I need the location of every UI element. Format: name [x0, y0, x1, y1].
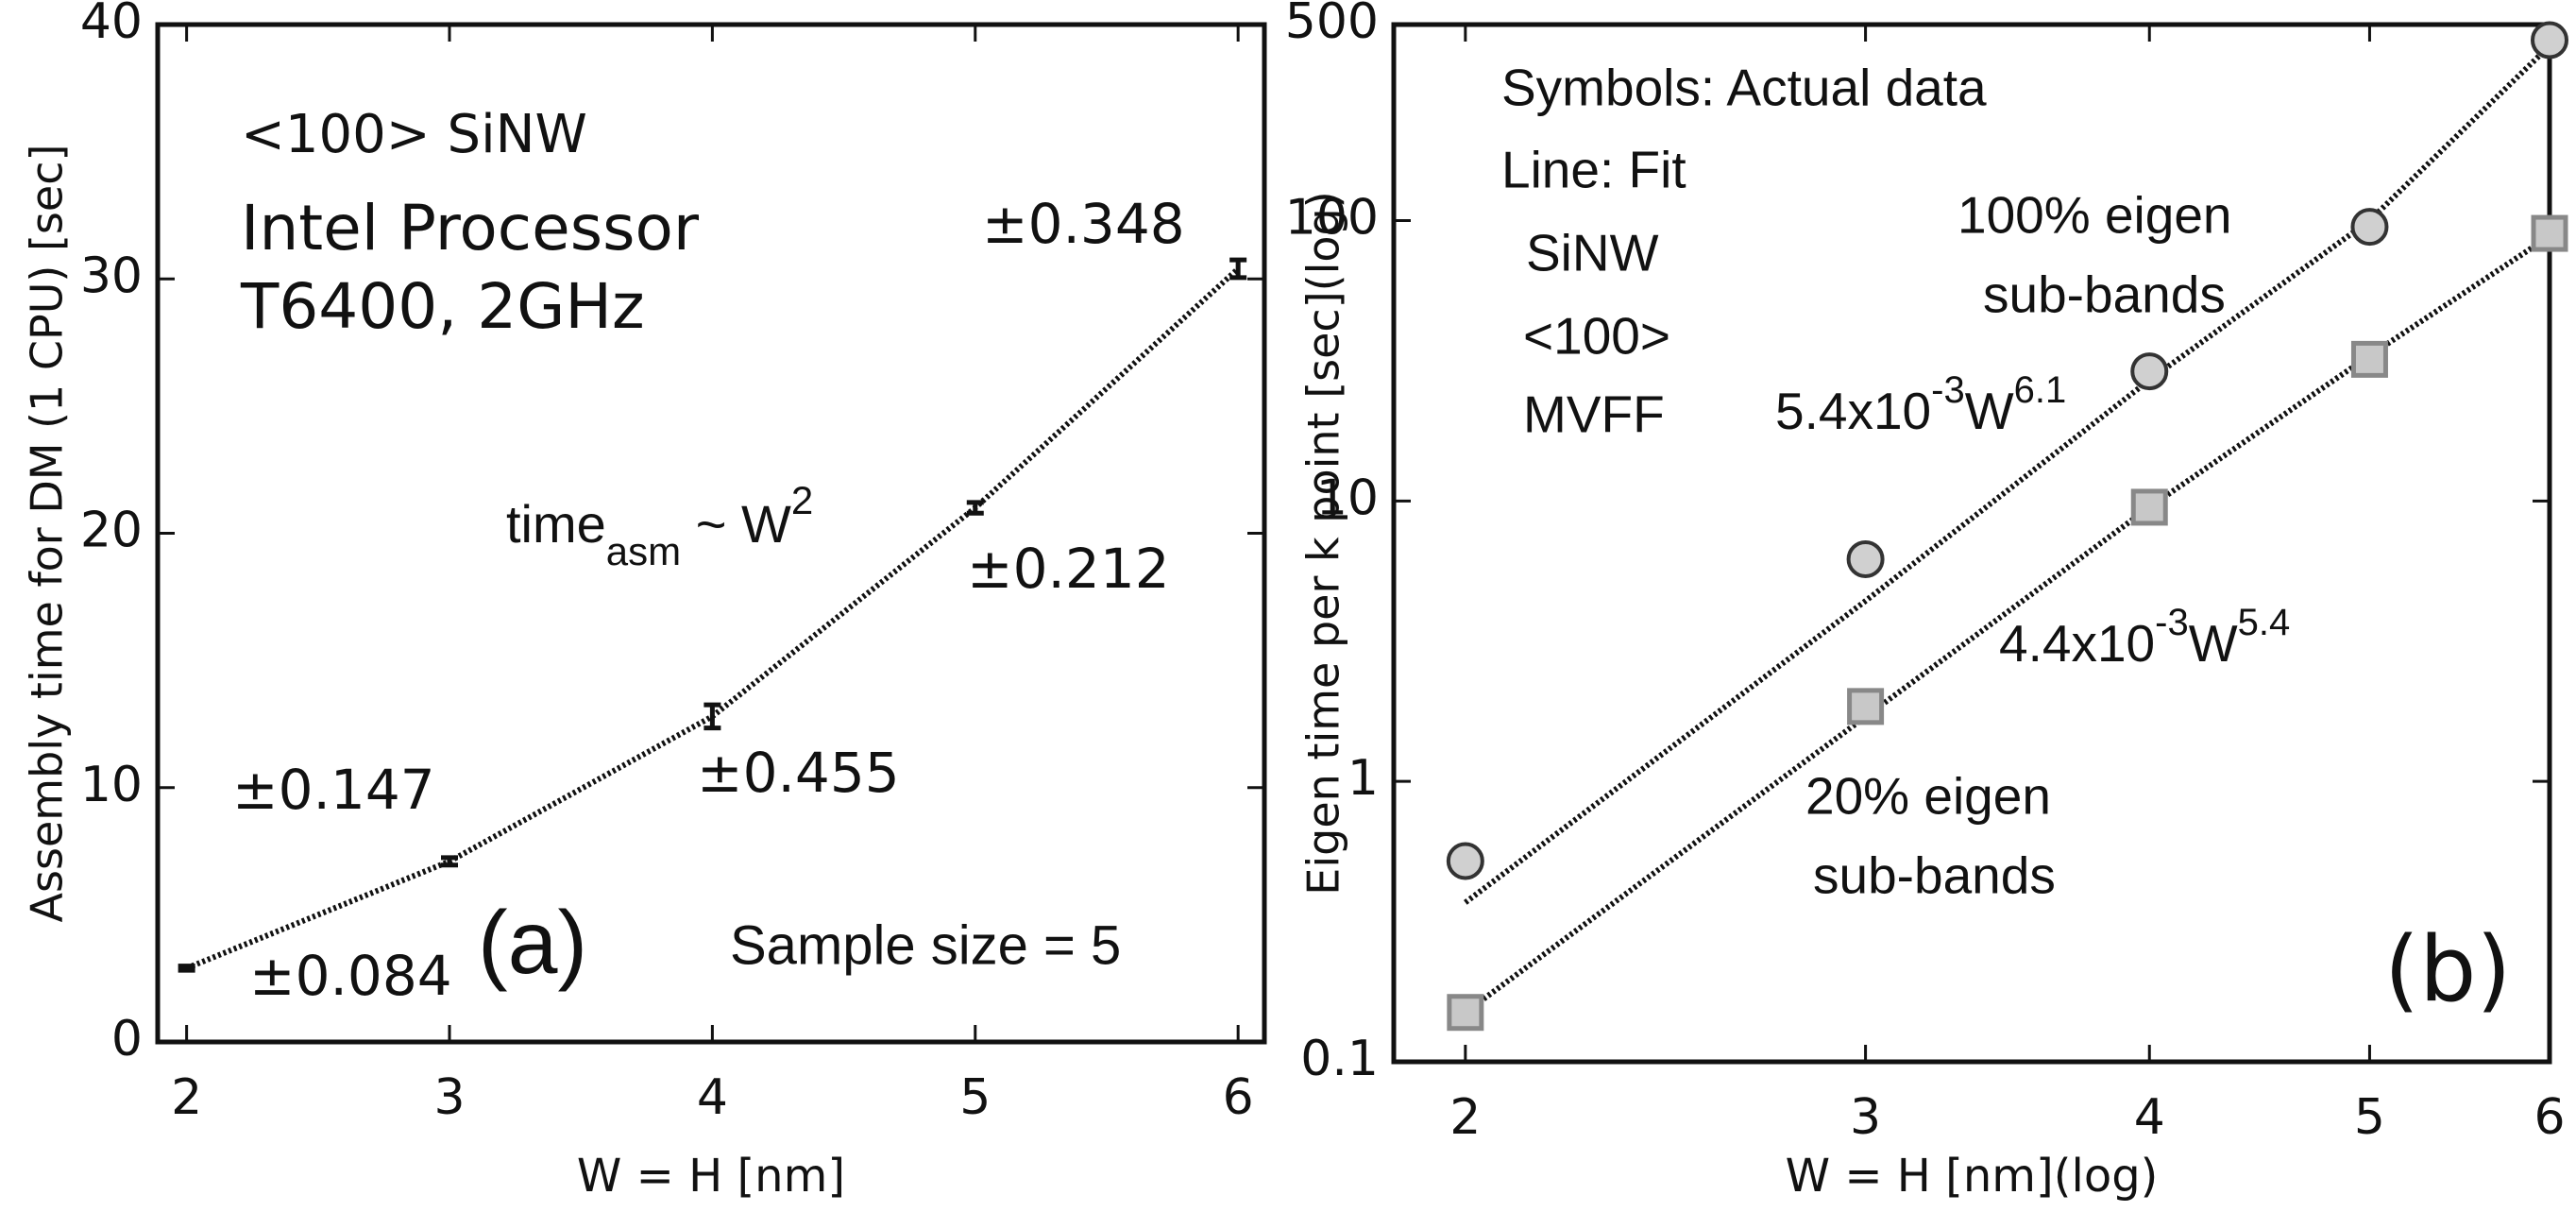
error-label: ±0.455 [697, 741, 900, 805]
data-point [1847, 688, 1885, 725]
annotation: 20% eigen [1805, 767, 2051, 826]
x-tick-label: 3 [433, 1069, 465, 1126]
error-label: ±0.212 [967, 537, 1170, 601]
y-tick-label: 0 [111, 1011, 143, 1067]
data-point [1447, 994, 1484, 1032]
fit-label-part: -3 [1931, 369, 1965, 411]
annotation: (a) [478, 893, 587, 993]
formula-part: asm [606, 529, 681, 573]
error-bar [178, 964, 195, 973]
x-axis-label: W = H [nm] [577, 1150, 845, 1203]
fit-label-part: W [1965, 382, 2014, 440]
formula-part: 2 [791, 478, 813, 522]
y-tick-label: 0.1 [1300, 1031, 1379, 1087]
x-tick-label: 2 [1449, 1089, 1481, 1146]
x-tick-label: 5 [2354, 1089, 2385, 1146]
fit-label: 4.4x10-3W5.4 [1999, 602, 2290, 673]
annotation: MVFF [1523, 385, 1665, 444]
y-axis-label: Assembly time for DM (1 CPU) [sec] [22, 145, 73, 923]
fit-label: 5.4x10-3W6.1 [1775, 369, 2066, 440]
y-tick-label: 40 [80, 0, 143, 50]
annotation: Sample size = 5 [730, 914, 1121, 976]
annotation: sub-bands [1813, 846, 2056, 905]
annotation: <100> [1523, 307, 1670, 366]
y-tick-label: 500 [1285, 0, 1379, 50]
data-point [2531, 21, 2568, 60]
data-point [2130, 488, 2168, 526]
y-tick-label: 100 [1285, 189, 1379, 246]
fit-label-part: 6.1 [2014, 369, 2067, 411]
fit-label-part: -3 [2155, 602, 2189, 643]
annotation: <100> SiNW [241, 104, 587, 165]
x-tick-label: 3 [1850, 1089, 1881, 1146]
plot-frame [1391, 22, 2552, 1065]
y-tick-label: 20 [80, 503, 143, 559]
fit-label-part: W [2189, 614, 2238, 673]
annotation: Symbols: Actual data [1501, 59, 1987, 117]
formula: timeasm ~ W2 [506, 478, 813, 573]
fit-label-part: 5.4x10 [1775, 382, 1931, 440]
error-label: ±0.147 [232, 758, 435, 822]
error-bar [441, 855, 459, 868]
error-bar [966, 500, 984, 516]
error-label: ±0.084 [249, 944, 452, 1008]
x-tick-label: 4 [697, 1069, 728, 1126]
formula-part: time [506, 494, 606, 554]
x-tick-label: 2 [171, 1069, 202, 1126]
annotation: Line: Fit [1501, 141, 1686, 199]
data-point [1846, 539, 1885, 578]
y-tick-label: 10 [80, 757, 143, 813]
x-tick-label: 4 [2134, 1089, 2165, 1146]
x-axis-label: W = H [nm](log) [1786, 1150, 2159, 1203]
fit-label-part: 4.4x10 [1999, 614, 2155, 673]
error-bar [703, 702, 721, 731]
x-tick-label: 5 [959, 1069, 991, 1126]
y-axis-label: Eigen time per k point [sec](log) [1298, 191, 1349, 895]
error-label: ±0.348 [982, 192, 1185, 256]
y-tick-label: 10 [1316, 469, 1379, 526]
annotation: 100% eigen [1957, 186, 2232, 245]
fit-label-part: 5.4 [2238, 602, 2291, 643]
formula-part: ~ W [681, 494, 791, 554]
annotation: sub-bands [1983, 265, 2226, 324]
annotation: T6400, 2GHz [240, 270, 645, 343]
annotation: (b) [2384, 918, 2511, 1022]
x-tick-label: 6 [1223, 1069, 1254, 1126]
y-tick-label: 30 [80, 248, 143, 304]
data-point [1446, 842, 1484, 880]
data-point [2531, 214, 2568, 252]
data-point [2350, 340, 2388, 378]
annotation: SiNW [1526, 224, 1659, 282]
x-tick-label: 6 [2534, 1089, 2565, 1146]
data-point [2130, 352, 2169, 391]
annotation: Intel Processor [241, 192, 700, 265]
error-bar [1229, 257, 1247, 281]
data-point [2350, 208, 2389, 247]
y-tick-label: 1 [1347, 750, 1379, 807]
data-line [185, 266, 1241, 971]
